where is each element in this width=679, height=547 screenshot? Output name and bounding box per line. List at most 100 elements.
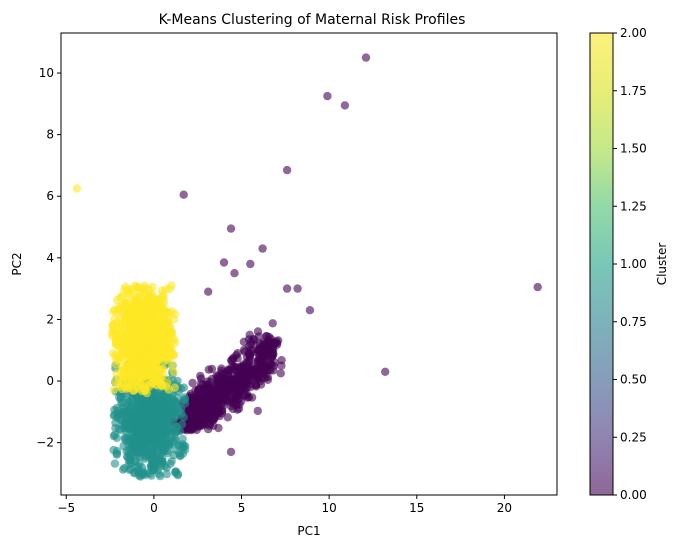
x-tick-label: 0: [150, 501, 158, 515]
scatter-point: [110, 430, 119, 440]
scatter-point: [253, 406, 262, 416]
scatter-point: [170, 383, 179, 392]
scatter-point: [121, 298, 130, 307]
y-axis-ticks: −2 0 2 4 6 8 10: [36, 66, 61, 450]
scatter-point: [157, 365, 166, 374]
scatter-point: [168, 361, 177, 370]
y-tick-label: 6: [46, 189, 54, 203]
scatter-point: [226, 224, 236, 233]
scatter-point: [361, 53, 371, 62]
scatter-point: [117, 322, 126, 331]
scatter-point: [118, 373, 128, 382]
scatter-point: [251, 382, 261, 391]
scatter-point: [226, 447, 236, 457]
x-tick-label: 20: [497, 501, 512, 515]
scatter-point: [146, 403, 156, 412]
scatter-point: [211, 395, 220, 404]
scatter-point: [173, 393, 182, 403]
scatter-point: [154, 320, 163, 329]
scatter-point: [136, 420, 145, 429]
colorbar-tick-label: 2.00: [620, 26, 647, 40]
scatter-point: [168, 421, 177, 430]
scatter-point: [178, 449, 188, 458]
scatter-point: [206, 406, 215, 416]
scatter-point: [192, 413, 202, 422]
scatter-point: [138, 467, 148, 476]
scatter-point: [246, 345, 255, 354]
scatter-point: [131, 302, 141, 311]
scatter-point: [179, 383, 189, 392]
scatter-point: [111, 330, 120, 339]
scatter-point: [208, 388, 217, 397]
scatter-point: [138, 372, 147, 381]
scatter-point: [157, 286, 167, 295]
scatter-point: [162, 469, 171, 479]
y-axis-label: PC2: [10, 252, 24, 275]
colorbar-tick-label: 0.00: [620, 488, 647, 502]
scatter-point: [233, 385, 242, 394]
scatter-point: [111, 360, 121, 369]
scatter-point: [263, 350, 272, 359]
y-tick-label: 10: [39, 66, 54, 80]
scatter-point: [163, 449, 172, 458]
scatter-point: [180, 395, 190, 404]
scatter-point: [134, 283, 144, 292]
scatter-point: [146, 336, 155, 346]
colorbar-tick-label: 0.75: [620, 315, 647, 329]
scatter-point: [151, 393, 160, 402]
scatter-point: [117, 353, 126, 363]
scatter-point: [201, 386, 211, 396]
scatter-point: [235, 393, 244, 403]
scatter-point: [124, 439, 133, 448]
colorbar-ticks: 0.00 0.25 0.50 0.75 1.00 1.25 1.50 1.75 2.00: [613, 26, 647, 502]
scatter-point: [276, 369, 285, 378]
scatter-point: [153, 341, 162, 350]
scatter-point: [257, 359, 266, 368]
scatter-point: [149, 466, 158, 475]
colorbar-tick-label: 1.00: [620, 257, 647, 271]
scatter-point: [173, 471, 182, 480]
scatter-point: [127, 431, 136, 441]
scatter-point: [117, 384, 127, 394]
colorbar-tick-label: 1.50: [620, 142, 647, 156]
scatter-point: [270, 339, 280, 348]
scatter-point: [169, 367, 178, 377]
scatter-point: [179, 413, 188, 422]
scatter-point: [305, 306, 315, 315]
scatter-point: [293, 284, 302, 293]
scatter-point: [151, 348, 160, 357]
scatter-point: [143, 353, 153, 363]
scatter-point: [111, 353, 120, 363]
scatter-point: [230, 269, 239, 278]
x-axis-label: PC1: [297, 524, 320, 538]
scatter-point: [206, 419, 215, 428]
scatter-point: [170, 309, 180, 318]
scatter-point: [147, 289, 157, 298]
scatter-point: [163, 325, 172, 334]
scatter-point: [116, 394, 126, 404]
colorbar-label: Cluster: [655, 243, 669, 286]
chart-title: K-Means Clustering of Maternal Risk Prof…: [159, 12, 466, 28]
colorbar-tick-label: 0.50: [620, 373, 647, 387]
scatter-point: [126, 422, 135, 431]
scatter-point: [110, 459, 120, 468]
scatter-point: [340, 101, 350, 110]
scatter-point: [258, 244, 267, 253]
scatter-point: [268, 319, 277, 328]
x-tick-label: 5: [238, 501, 246, 515]
scatter-point: [225, 378, 234, 387]
scatter-point: [178, 434, 187, 444]
scatter-point: [167, 281, 176, 290]
scatter-point: [161, 382, 171, 391]
scatter-point: [118, 465, 128, 474]
scatter-point: [166, 459, 175, 468]
scatter-point: [187, 405, 197, 414]
scatter-point: [162, 427, 171, 436]
scatter-point: [223, 413, 232, 422]
x-tick-label: 10: [322, 501, 337, 515]
scatter-point: [161, 342, 170, 351]
colorbar-tick-label: 0.25: [620, 430, 647, 444]
scatter-point: [156, 332, 165, 341]
scatter-point: [148, 303, 157, 312]
scatter-point: [145, 297, 154, 306]
